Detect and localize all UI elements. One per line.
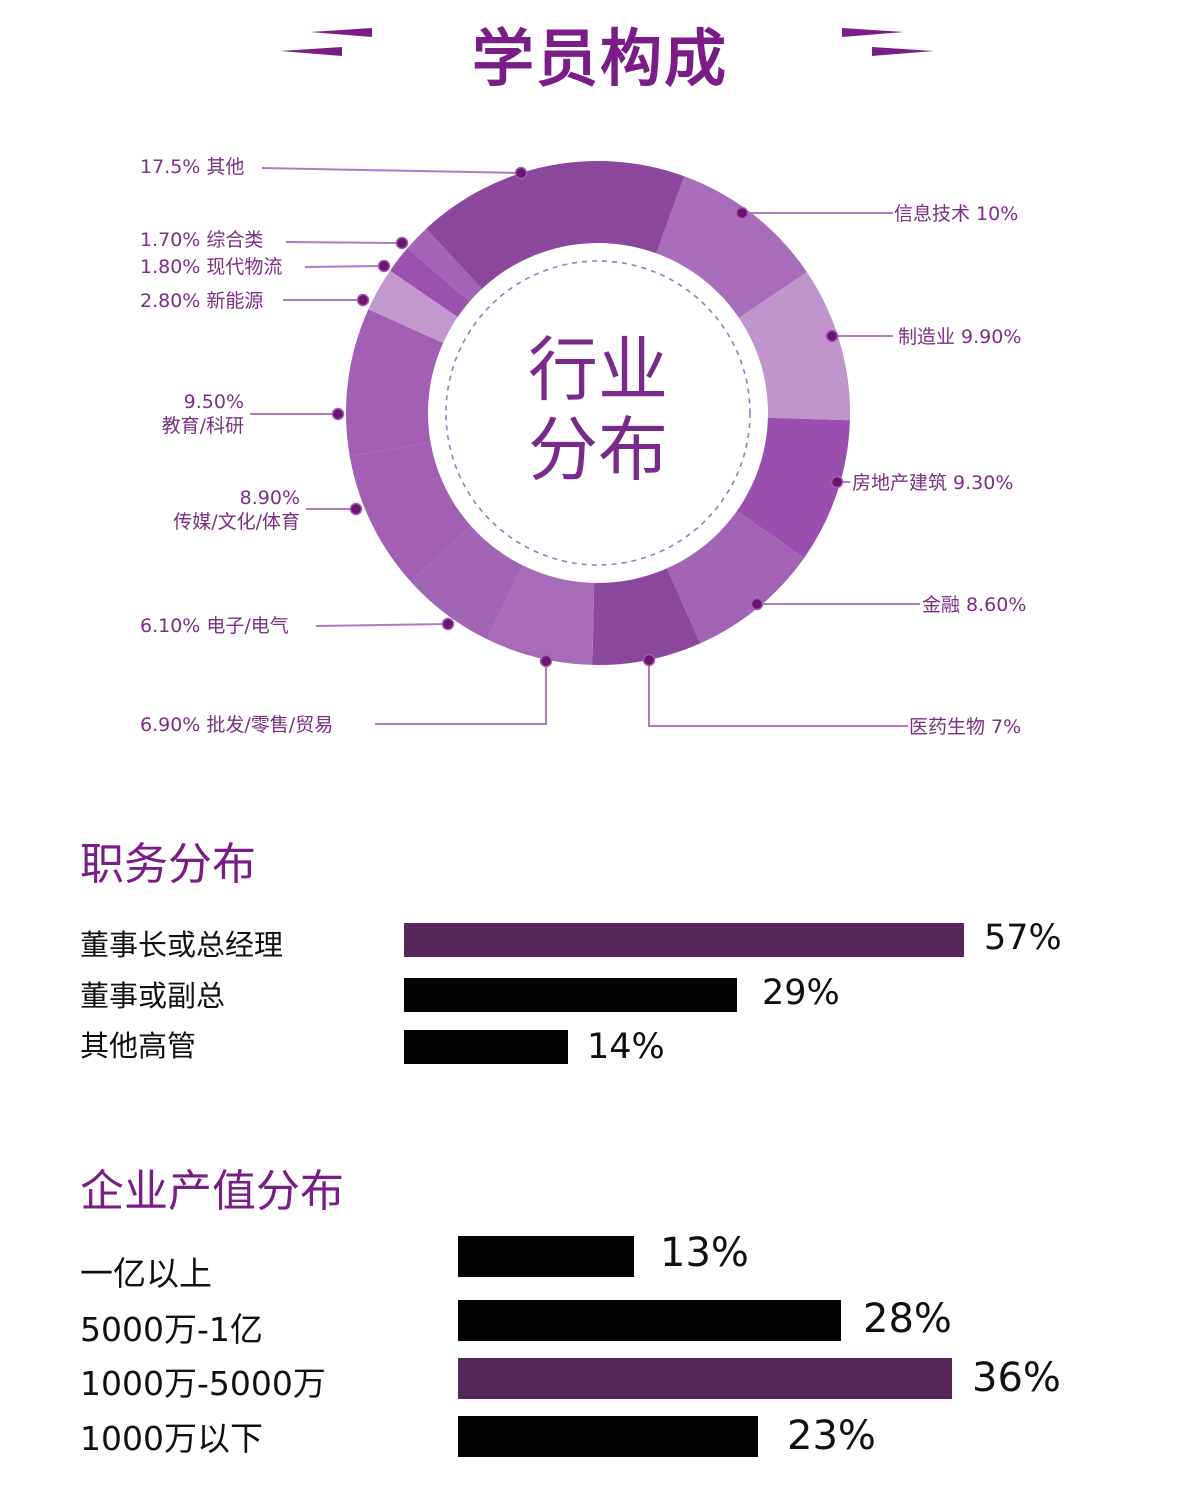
revenue-row-value: 28%: [863, 1296, 952, 1342]
revenue-row-label: 一亿以上: [80, 1254, 212, 1293]
donut-segment: [655, 176, 807, 320]
donut-segment: [410, 525, 525, 640]
dashed-inner-ring: [445, 260, 751, 566]
donut-segment: [390, 248, 471, 319]
industry-donut-chart: [250, 161, 920, 727]
donut-label-other: 17.5% 其他: [140, 156, 245, 178]
revenue-bar-50m-100m: [458, 1300, 841, 1341]
donut-label-electronics: 6.10% 电子/电气: [140, 615, 289, 637]
education-pct: 9.50%: [183, 391, 244, 413]
center-title-line1: 行业: [528, 329, 668, 411]
donut-label-education: 9.50% 教育/科研: [140, 390, 244, 438]
donut-label-manufacturing: 制造业 9.90%: [898, 326, 1022, 348]
leader-lines: [250, 167, 920, 727]
position-row-label: 其他高管: [80, 1029, 197, 1063]
position-row-value: 57%: [984, 918, 1062, 958]
revenue-row-value: 36%: [972, 1355, 1061, 1401]
donut-label-new-energy: 2.80% 新能源: [140, 290, 264, 312]
revenue-bar-over-100m: [458, 1236, 634, 1277]
media-pct: 8.90%: [239, 487, 300, 509]
donut-segment: [346, 309, 445, 457]
donut-label-real-estate: 房地产建筑 9.30%: [852, 472, 1014, 494]
revenue-row-label: 5000万-1亿: [80, 1310, 263, 1349]
donut-label-info-tech: 信息技术 10%: [894, 203, 1019, 225]
donut-label-comprehensive: 1.70% 综合类: [140, 229, 264, 251]
position-row-label: 董事或副总: [80, 979, 226, 1013]
media-name: 传媒/文化/体育: [173, 511, 300, 533]
position-section-title: 职务分布: [80, 839, 256, 890]
position-row-value: 29%: [762, 973, 840, 1013]
position-bar-director: [404, 978, 737, 1012]
donut-segment: [407, 228, 484, 304]
position-bar-chairman: [404, 923, 964, 957]
donut-label-media: 8.90% 传媒/文化/体育: [140, 486, 300, 534]
revenue-section-title: 企业产值分布: [80, 1166, 344, 1217]
donut-hole: [428, 243, 768, 583]
donut-segment: [592, 566, 701, 665]
donut-segment: [426, 161, 685, 291]
page-title: 学员构成: [471, 22, 728, 95]
donut-segment: [487, 563, 595, 665]
center-title-line2: 分布: [528, 409, 668, 491]
title-decoration-right-icon: [842, 28, 934, 56]
donut-segment: [666, 509, 805, 644]
revenue-row-value: 23%: [787, 1413, 876, 1459]
position-bar-other: [404, 1030, 568, 1064]
revenue-row-value: 13%: [660, 1230, 749, 1276]
leader-dots: [331, 166, 844, 668]
revenue-bar-10m-50m: [458, 1358, 952, 1399]
position-row-value: 14%: [587, 1027, 665, 1067]
position-row-label: 董事长或总经理: [80, 928, 284, 962]
education-name: 教育/科研: [161, 415, 244, 437]
revenue-bar-under-10m: [458, 1416, 758, 1457]
donut-label-pharma: 医药生物 7%: [909, 716, 1022, 738]
donut-segment: [368, 270, 460, 344]
donut-center-title: 行业 分布: [498, 330, 698, 490]
donut-label-retail: 6.90% 批发/零售/贸易: [140, 714, 334, 736]
donut-segment: [737, 272, 850, 421]
title-decoration-left-icon: [280, 28, 372, 56]
donut-label-logistics: 1.80% 现代物流: [140, 256, 283, 278]
donut-segment: [735, 417, 850, 558]
revenue-row-label: 1000万-5000万: [80, 1364, 326, 1403]
revenue-row-label: 1000万以下: [80, 1419, 263, 1458]
donut-label-finance: 金融 8.60%: [922, 594, 1027, 616]
